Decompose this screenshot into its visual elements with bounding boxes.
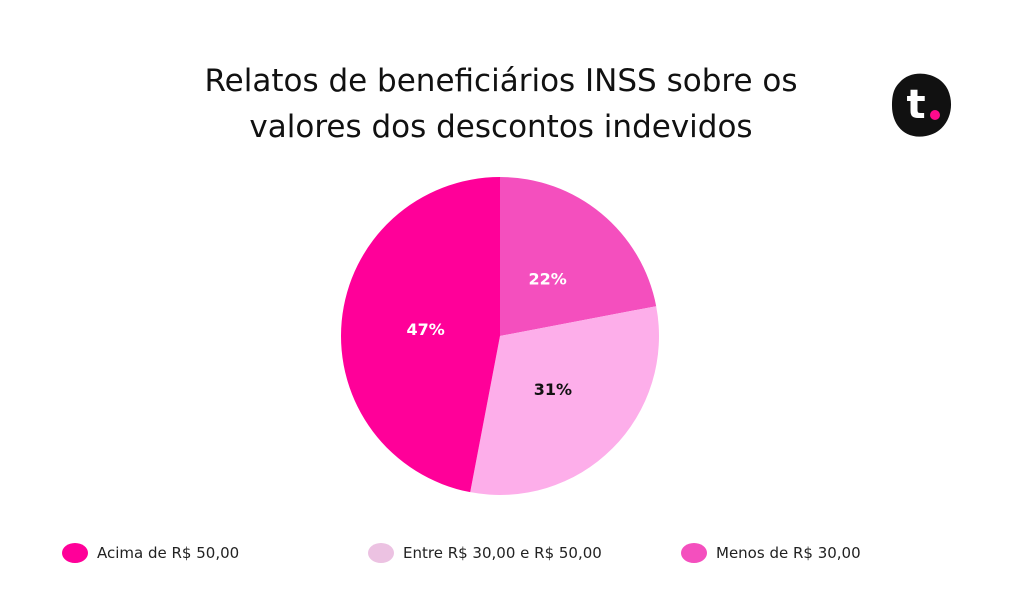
logo-dot	[930, 110, 940, 120]
legend-item-acima: Acima de R$ 50,00	[62, 540, 239, 566]
logo-blob	[892, 73, 952, 137]
pie-slice-0	[500, 177, 657, 336]
legend-swatch-entre	[368, 543, 394, 563]
logo-letter: t	[906, 82, 925, 128]
pie-slice-label-0: 22%	[528, 269, 566, 288]
legend-swatch-acima	[62, 543, 88, 563]
legend-swatch-menos	[681, 543, 707, 563]
pie-slice-label-1: 31%	[534, 380, 572, 399]
legend-label-menos: Menos de R$ 30,00	[716, 544, 861, 562]
brand-t-logo-icon: t	[892, 73, 952, 137]
legend-label-acima: Acima de R$ 50,00	[97, 544, 240, 562]
chart-title-line-1: Relatos de beneficiários INSS sobre os	[204, 63, 798, 99]
chart-title-line-2: valores dos descontos indevidos	[249, 109, 753, 145]
legend-label-entre: Entre R$ 30,00 e R$ 50,00	[403, 544, 602, 562]
legend-item-menos: Menos de R$ 30,00	[681, 540, 861, 566]
legend-item-entre: Entre R$ 30,00 e R$ 50,00	[368, 540, 602, 566]
chart-title: Relatos de beneficiários INSS sobre os v…	[0, 58, 1002, 150]
pie-slice-label-2: 47%	[406, 320, 444, 339]
pie-slice-1	[470, 306, 660, 496]
pie-slice-2	[340, 177, 500, 493]
